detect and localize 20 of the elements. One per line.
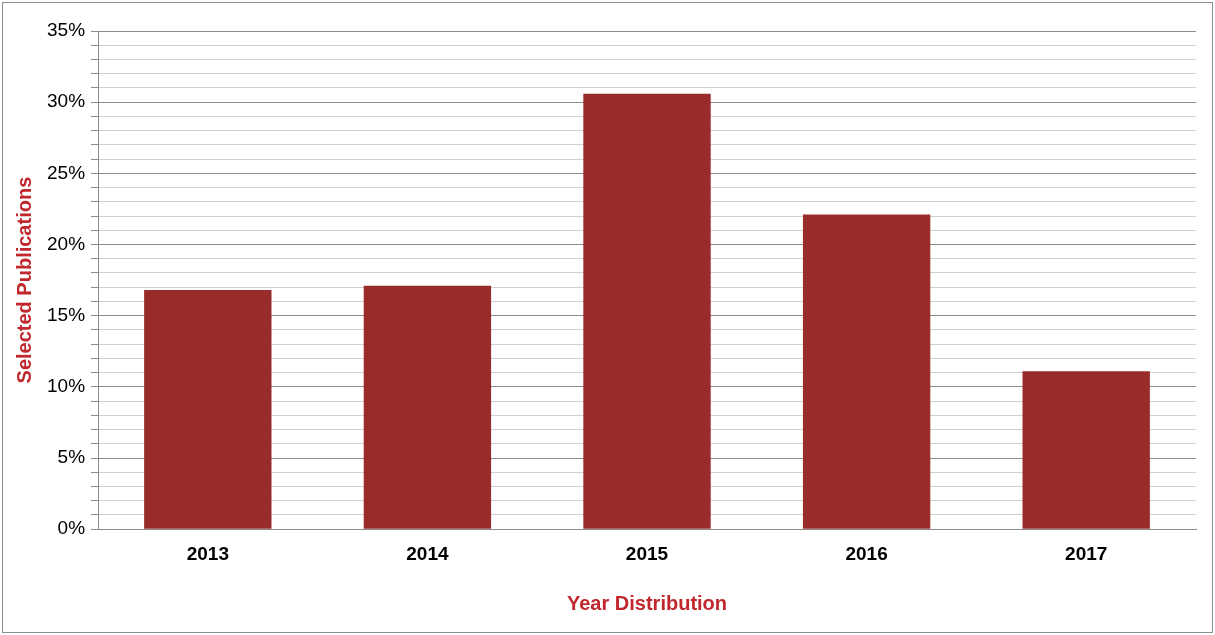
bar [363,285,492,529]
y-tick-label: 30% [47,90,86,112]
y-tick-label: 20% [47,232,86,254]
x-tick-label: 2014 [406,542,449,564]
y-tick-label: 15% [47,303,86,325]
x-tick-label: 2015 [625,542,669,564]
x-axis-title: Year Distribution [567,591,728,614]
y-tick-label: 0% [57,517,86,539]
y-tick-label: 5% [57,446,86,468]
y-tick-label: 35% [47,19,86,41]
bar [802,214,931,529]
bar [144,290,272,529]
y-tick-label: 10% [47,375,86,397]
y-tick-label: 25% [47,161,86,183]
x-tick-label: 2017 [1065,542,1108,564]
x-tick-label: 2013 [186,542,229,564]
x-tick-label: 2016 [845,542,888,564]
bar [583,93,711,529]
y-axis-title: Selected Publications [12,176,35,384]
bar [1022,371,1150,529]
